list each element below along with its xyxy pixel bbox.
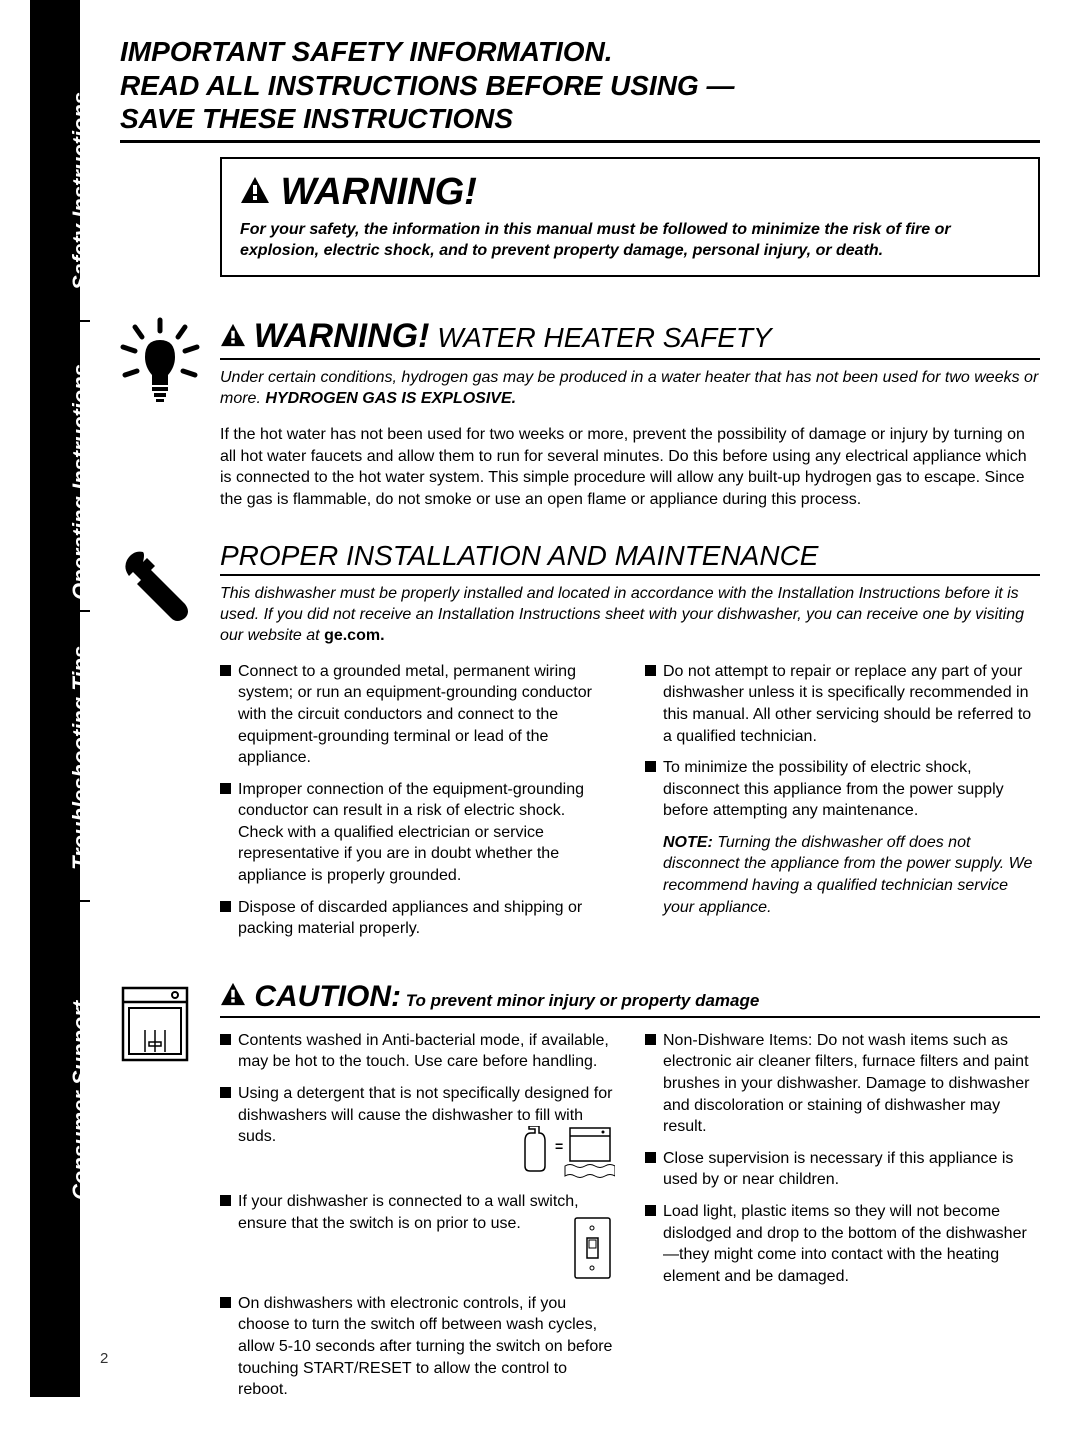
bullet: Connect to a grounded metal, permanent w…: [220, 661, 615, 769]
intro-link-text: ge.com.: [324, 627, 384, 644]
warning-title: WARNING!: [240, 171, 1020, 214]
sidebar-label-operating: Operating Instructions: [68, 364, 94, 600]
installation-intro: This dishwasher must be properly install…: [220, 584, 1040, 646]
bullet-text: Using a detergent that is not specifical…: [238, 1083, 615, 1181]
warning-text: For your safety, the information in this…: [240, 220, 1020, 262]
detergent-suds-icon: =: [515, 1126, 615, 1181]
caution-right-col: Non-Dishware Items: Do not wash items su…: [645, 1030, 1040, 1411]
bullet-text: Dispose of discarded appliances and ship…: [238, 897, 615, 940]
water-heater-body: If the hot water has not been used for t…: [220, 424, 1040, 510]
bullet-text: Close supervision is necessary if this a…: [663, 1148, 1040, 1191]
bullet-marker: [220, 783, 231, 794]
installation-title: PROPER INSTALLATION AND MAINTENANCE: [220, 540, 1040, 576]
bullet-text: Improper connection of the equipment-gro…: [238, 779, 615, 887]
bullet-marker: [220, 1195, 231, 1206]
bullet: On dishwashers with electronic controls,…: [220, 1293, 615, 1401]
lightbulb-icon: [115, 317, 205, 407]
bullet: Contents washed in Anti-bacterial mode, …: [220, 1030, 615, 1073]
warning-title-text: WARNING!: [281, 171, 477, 213]
bullet-marker: [645, 761, 656, 772]
bullet: Load light, plastic items so they will n…: [645, 1201, 1040, 1287]
dishwasher-icon: [115, 980, 195, 1070]
bullet: Dispose of discarded appliances and ship…: [220, 897, 615, 940]
warning-label: WARNING!: [254, 317, 430, 355]
bullet-marker: [220, 1297, 231, 1308]
note-text: Turning the dishwasher off does not disc…: [663, 834, 1032, 916]
sidebar-label-troubleshooting: Troubleshooting Tips: [68, 646, 94, 870]
warning-triangle-icon: [220, 323, 246, 347]
intro-bold-text: HYDROGEN GAS IS EXPLOSIVE.: [265, 390, 516, 407]
bullet-marker: [645, 1034, 656, 1045]
water-heater-title: WARNING! WATER HEATER SAFETY: [220, 317, 1040, 360]
bullet-text: Do not attempt to repair or replace any …: [663, 661, 1040, 747]
installation-columns: Connect to a grounded metal, permanent w…: [220, 661, 1040, 950]
bullet-marker: [220, 1087, 231, 1098]
bullet: Using a detergent that is not specifical…: [220, 1083, 615, 1181]
note-label: NOTE:: [663, 834, 713, 851]
bullet-text: Load light, plastic items so they will n…: [663, 1201, 1040, 1287]
section-heading-text: WATER HEATER SAFETY: [429, 322, 771, 353]
bullet-text: If your dishwasher is connected to a wal…: [238, 1191, 615, 1283]
caution-columns: Contents washed in Anti-bacterial mode, …: [220, 1030, 1040, 1411]
installation-left-col: Connect to a grounded metal, permanent w…: [220, 661, 615, 950]
wall-switch-icon: [570, 1213, 615, 1283]
bullet-inner-text: If your dishwasher is connected to a wal…: [238, 1193, 579, 1232]
bullet-text: Contents washed in Anti-bacterial mode, …: [238, 1030, 615, 1073]
bullet-text: Connect to a grounded metal, permanent w…: [238, 661, 615, 769]
sidebar-separator: [80, 900, 90, 902]
sidebar-label-support: Consumer Support: [68, 1001, 94, 1200]
page-title: IMPORTANT SAFETY INFORMATION. READ ALL I…: [120, 35, 1040, 143]
header-line2: READ ALL INSTRUCTIONS BEFORE USING —: [120, 70, 734, 101]
bullet: If your dishwasher is connected to a wal…: [220, 1191, 615, 1283]
installation-note: NOTE: Turning the dishwasher off does no…: [663, 832, 1040, 918]
bullet: Non-Dishware Items: Do not wash items su…: [645, 1030, 1040, 1138]
sidebar-label-safety: Safety Instructions: [68, 92, 94, 290]
svg-text:=: =: [555, 1138, 563, 1154]
bullet-marker: [645, 665, 656, 676]
page-content: IMPORTANT SAFETY INFORMATION. READ ALL I…: [120, 35, 1040, 1441]
bullet-text: To minimize the possibility of electric …: [663, 757, 1040, 822]
caution-left-col: Contents washed in Anti-bacterial mode, …: [220, 1030, 615, 1411]
warning-box: WARNING! For your safety, the informatio…: [220, 157, 1040, 278]
bullet-marker: [220, 665, 231, 676]
bullet-marker: [645, 1205, 656, 1216]
bullet-marker: [645, 1152, 656, 1163]
sidebar-separator: [80, 610, 90, 612]
sidebar-separator: [80, 320, 90, 322]
installation-right-col: Do not attempt to repair or replace any …: [645, 661, 1040, 950]
page-number: 2: [100, 1350, 108, 1367]
bullet-text: Non-Dishware Items: Do not wash items su…: [663, 1030, 1040, 1138]
sidebar-nav-bar: Safety Instructions Operating Instructio…: [30, 0, 80, 1397]
bullet: Close supervision is necessary if this a…: [645, 1148, 1040, 1191]
warning-triangle-icon: [240, 176, 270, 204]
bullet-text: On dishwashers with electronic controls,…: [238, 1293, 615, 1401]
caution-label: CAUTION:: [254, 980, 401, 1013]
installation-section: PROPER INSTALLATION AND MAINTENANCE This…: [120, 540, 1040, 950]
water-heater-section: WARNING! WATER HEATER SAFETY Under certa…: [120, 317, 1040, 510]
water-heater-intro: Under certain conditions, hydrogen gas m…: [220, 368, 1040, 410]
bullet-marker: [220, 901, 231, 912]
warning-triangle-icon: [220, 982, 246, 1006]
caution-subtitle: To prevent minor injury or property dama…: [401, 991, 759, 1010]
bullet: Improper connection of the equipment-gro…: [220, 779, 615, 887]
wrench-icon: [115, 540, 205, 630]
header-line1: IMPORTANT SAFETY INFORMATION.: [120, 36, 613, 67]
caution-title: CAUTION: To prevent minor injury or prop…: [220, 980, 1040, 1018]
caution-section: CAUTION: To prevent minor injury or prop…: [120, 980, 1040, 1411]
header-line3: SAVE THESE INSTRUCTIONS: [120, 103, 513, 134]
bullet: To minimize the possibility of electric …: [645, 757, 1040, 822]
bullet: Do not attempt to repair or replace any …: [645, 661, 1040, 747]
bullet-marker: [220, 1034, 231, 1045]
